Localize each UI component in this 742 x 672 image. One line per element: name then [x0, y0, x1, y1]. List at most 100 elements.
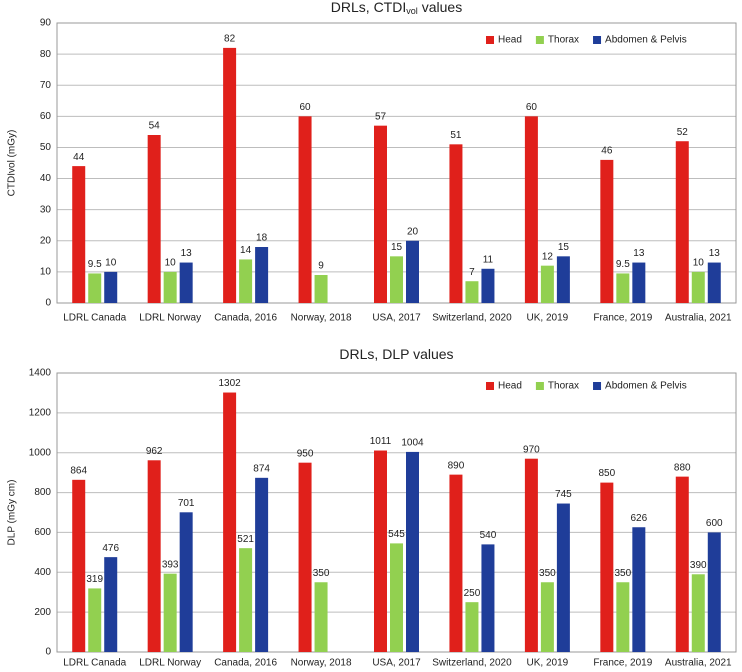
bar: [481, 544, 495, 652]
bar: [632, 527, 646, 652]
bar: [88, 588, 102, 652]
y-tick-label: 10: [40, 267, 52, 278]
bar: [707, 262, 721, 303]
bar: [449, 144, 463, 303]
data-label: 1004: [401, 438, 424, 449]
bar: [255, 477, 269, 652]
data-label: 545: [388, 529, 405, 540]
data-label: 54: [149, 121, 161, 132]
x-tick-label: UK, 2019: [527, 658, 569, 669]
y-tick-label: 0: [45, 647, 51, 658]
data-label: 476: [102, 543, 119, 554]
legend: Head Thorax Abdomen & Pelvis: [486, 381, 687, 392]
data-label: 9: [318, 261, 324, 272]
data-label: 319: [86, 574, 103, 585]
bar: [616, 273, 630, 303]
y-tick-label: 90: [40, 18, 52, 29]
legend-swatch: [535, 382, 544, 390]
legend-label: Thorax: [548, 35, 579, 46]
y-tick-label: 70: [40, 80, 52, 91]
data-label: 864: [70, 465, 87, 476]
x-tick-label: LDRL Canada: [63, 658, 126, 669]
data-label: 20: [407, 226, 419, 237]
data-label: 13: [709, 248, 721, 259]
data-label: 11: [483, 254, 494, 265]
data-label: 950: [297, 448, 314, 459]
y-tick-label: 60: [40, 111, 52, 122]
legend-swatch: [593, 36, 602, 44]
data-label: 970: [523, 444, 540, 455]
data-label: 60: [299, 102, 311, 113]
data-label: 874: [253, 463, 270, 474]
bar: [104, 557, 118, 652]
bar: [524, 116, 538, 303]
data-label: 250: [464, 588, 481, 599]
y-tick-label: 30: [40, 204, 52, 215]
bar: [556, 256, 570, 303]
data-label: 745: [555, 489, 572, 500]
title-part: values: [422, 0, 462, 15]
x-tick-label: France, 2019: [593, 658, 652, 669]
x-tick-label: Norway, 2018: [291, 313, 352, 324]
data-label: 57: [375, 111, 387, 122]
x-tick-label: LDRL Norway: [139, 313, 201, 324]
bar: [465, 281, 479, 303]
bar: [465, 602, 479, 652]
data-label: 600: [706, 518, 723, 529]
bar: [616, 582, 630, 652]
y-tick-label: 600: [34, 527, 51, 538]
bar: [255, 247, 269, 303]
y-tick-label: 200: [34, 607, 51, 618]
legend: Head Thorax Abdomen & Pelvis: [486, 35, 687, 46]
bar: [179, 512, 193, 652]
x-tick-label: USA, 2017: [372, 313, 421, 324]
data-label: 9.5: [616, 259, 630, 270]
data-label: 350: [539, 568, 556, 579]
data-label: 962: [146, 446, 163, 457]
bar: [163, 271, 177, 303]
data-label: 350: [614, 568, 631, 579]
title-part: DRLs, CTDI: [331, 0, 406, 15]
bar: [298, 116, 312, 303]
bar: [481, 268, 495, 303]
data-label: 393: [162, 559, 179, 570]
data-label: 890: [448, 460, 465, 471]
y-tick-label: 1400: [29, 368, 52, 379]
y-tick-label: 50: [40, 142, 52, 153]
bar: [600, 159, 614, 303]
title-part: vol: [406, 6, 418, 16]
bar: [314, 275, 328, 303]
bar: [147, 135, 161, 303]
data-label: 60: [526, 102, 538, 113]
data-label: 9.5: [88, 259, 102, 270]
data-label: 10: [105, 258, 117, 269]
x-tick-label: LDRL Norway: [139, 658, 201, 669]
data-label: 18: [256, 233, 268, 244]
legend-label: Head: [498, 35, 522, 46]
y-tick-label: 1000: [29, 447, 52, 458]
bar: [239, 548, 253, 652]
y-axis-label: CTDIvol (mGy): [7, 130, 18, 197]
bar: [147, 460, 161, 652]
y-tick-label: 1200: [29, 407, 52, 418]
bar: [390, 543, 403, 652]
legend-swatch: [593, 382, 602, 390]
bar: [675, 141, 689, 303]
legend-label: Head: [498, 381, 522, 392]
data-label: 13: [181, 248, 193, 259]
bar: [374, 450, 387, 652]
x-tick-label: Switzerland, 2020: [432, 658, 512, 669]
y-tick-label: 40: [40, 173, 52, 184]
bar: [406, 451, 419, 652]
bar: [449, 474, 463, 652]
bar: [390, 256, 403, 303]
x-tick-label: France, 2019: [593, 313, 652, 324]
chart: DRLs, DLP values DLP (mGy cm) 0 200 400 600 80…: [7, 346, 737, 669]
chart-title: DRLs, CTDIvol values: [331, 0, 462, 16]
title-part: DRLs, DLP values: [339, 346, 453, 362]
x-tick-label: LDRL Canada: [63, 313, 126, 324]
data-label: 15: [391, 242, 403, 253]
legend-swatch: [535, 36, 544, 44]
